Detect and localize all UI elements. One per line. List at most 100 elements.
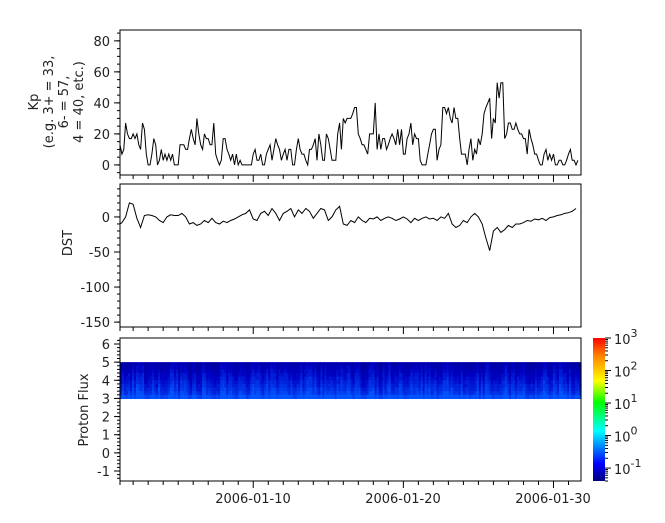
- spectrogram-cell: [526, 383, 530, 389]
- spectrogram-cell: [248, 365, 251, 370]
- spectrogram-cell: [362, 369, 366, 374]
- spectrogram-cell: [280, 376, 283, 381]
- spectrogram-cell: [364, 383, 368, 389]
- spectrogram-cell: [120, 394, 123, 400]
- spectrogram-cell: [448, 362, 452, 367]
- spectrogram-cell: [122, 362, 125, 367]
- spectrogram-cell: [122, 380, 125, 385]
- spectrogram-cell: [174, 376, 177, 381]
- spectrogram-cell: [176, 394, 179, 400]
- spectrogram-cell: [516, 376, 520, 381]
- spectrogram-cell: [150, 362, 153, 367]
- spectrogram-cell: [140, 387, 143, 392]
- spectrogram-cell: [332, 369, 336, 374]
- colorbar-tick-exponent: 2: [631, 360, 638, 373]
- spectrogram-cell: [520, 391, 524, 396]
- spectrogram-cell: [234, 391, 237, 396]
- spectrogram-cell: [208, 373, 211, 378]
- spectrogram-cell: [292, 376, 295, 381]
- spectrogram-cell: [292, 369, 295, 374]
- spectrogram-cell: [128, 394, 131, 400]
- spectrogram-cell: [546, 362, 550, 367]
- spectrogram-cell: [374, 365, 378, 370]
- spectrogram-cell: [286, 387, 289, 392]
- spectrogram-cell: [258, 373, 261, 378]
- spectrogram-cell: [340, 394, 344, 400]
- spectrogram-cell: [356, 387, 360, 392]
- spectrogram-cell: [310, 387, 314, 392]
- spectrogram-cell: [294, 369, 297, 374]
- spectrogram-cell: [488, 394, 492, 400]
- spectrogram-cell: [476, 387, 480, 392]
- spectrogram-cell: [306, 365, 309, 370]
- spectrogram-cell: [164, 369, 167, 374]
- spectrogram-cell: [574, 369, 578, 374]
- spectrogram-cell: [534, 383, 538, 389]
- spectrogram-cell: [326, 391, 330, 396]
- spectrogram-cell: [344, 369, 348, 374]
- spectrogram-cell: [196, 373, 199, 378]
- spectrogram-cell: [534, 365, 538, 370]
- spectrogram-cell: [490, 394, 494, 400]
- spectrogram-cell: [258, 383, 261, 389]
- spectrogram-cell: [312, 362, 316, 367]
- spectrogram-cell: [138, 365, 141, 370]
- spectrogram-cell: [506, 380, 510, 385]
- spectrogram-cell: [240, 391, 243, 396]
- spectrogram-cell: [166, 376, 169, 381]
- spectrogram-cell: [290, 387, 293, 392]
- spectrogram-cell: [568, 373, 572, 378]
- spectrogram-cell: [170, 387, 173, 392]
- spectrogram-cell: [252, 391, 255, 396]
- spectrogram-cell: [130, 369, 133, 374]
- spectrogram-cell: [412, 383, 416, 389]
- spectrogram-cell: [470, 383, 474, 389]
- spectrogram-cell: [452, 376, 456, 381]
- spectrogram-cell: [460, 365, 464, 370]
- spectrogram-cell: [168, 365, 171, 370]
- spectrogram-cell: [576, 369, 580, 374]
- dst-panel: DST 0-50-100-150: [61, 183, 582, 334]
- spectrogram-cell: [180, 394, 183, 400]
- spectrogram-cell: [408, 383, 412, 389]
- spectrogram-cell: [530, 362, 534, 367]
- spectrogram-cell: [376, 383, 380, 389]
- spectrogram-cell: [146, 380, 149, 385]
- spectrogram-cell: [388, 373, 392, 378]
- spectrogram-cell: [284, 369, 287, 374]
- spectrogram-cell: [520, 376, 524, 381]
- spectrogram-cell: [382, 376, 386, 381]
- spectrogram-cell: [406, 387, 410, 392]
- spectrogram-cell: [416, 380, 420, 385]
- spectrogram-cell: [164, 376, 167, 381]
- spectrogram-cell: [386, 373, 390, 378]
- spectrogram-cell: [424, 376, 428, 381]
- spectrogram-cell: [562, 383, 566, 389]
- spectrogram-cell: [462, 365, 466, 370]
- spectrogram-cell: [294, 391, 297, 396]
- spectrogram-cell: [154, 362, 157, 367]
- spectrogram-cell: [376, 380, 380, 385]
- spectrogram-cell: [416, 365, 420, 370]
- spectrogram-cell: [160, 380, 163, 385]
- spectrogram-cell: [420, 362, 424, 367]
- spectrogram-cell: [338, 373, 342, 378]
- spectrogram-cell: [340, 365, 344, 370]
- spectrogram-cell: [482, 373, 486, 378]
- spectrogram-cell: [252, 380, 255, 385]
- spectrogram-cell: [540, 376, 544, 381]
- spectrogram-cell: [344, 365, 348, 370]
- spectrogram-cell: [380, 376, 384, 381]
- spectrogram-cell: [510, 380, 514, 385]
- spectrogram-cell: [454, 394, 458, 400]
- spectrogram-cell: [402, 369, 406, 374]
- spectrogram-cell: [444, 380, 448, 385]
- spectrogram-cell: [182, 391, 185, 396]
- spectrogram-cell: [410, 394, 414, 400]
- spectrogram-cell: [154, 391, 157, 396]
- spectrogram-cell: [368, 362, 372, 367]
- spectrogram-cell: [148, 394, 151, 400]
- spectrogram-cell: [452, 380, 456, 385]
- spectrogram-cell: [222, 369, 225, 374]
